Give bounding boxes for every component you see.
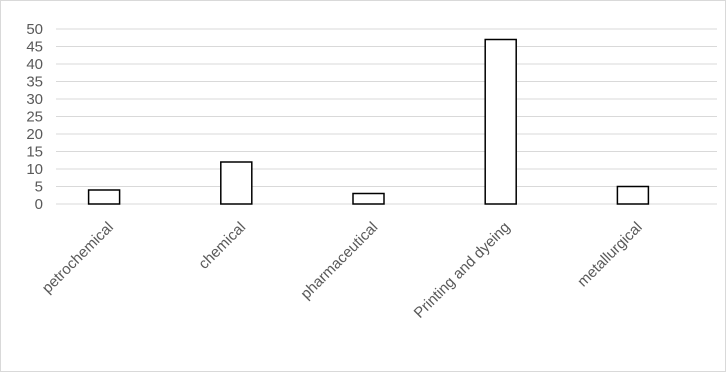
y-tick-label: 10 (26, 161, 43, 178)
bar-printing-and-dyeing (484, 38, 517, 205)
bar-metallurgical (616, 185, 650, 205)
gridlines (56, 28, 717, 205)
bar-chemical (220, 161, 253, 205)
y-tick-label: 40 (26, 56, 43, 73)
y-tick-label: 15 (26, 144, 43, 161)
bar-petrochemical (87, 189, 121, 205)
y-tick-label: 25 (26, 109, 43, 126)
y-tick-label: 45 (26, 39, 43, 56)
x-category-label: metallurgical (574, 219, 646, 291)
y-tick-label: 0 (35, 196, 43, 213)
y-tick-label: 50 (26, 21, 43, 38)
x-category-label: Printing and dyeing (411, 219, 514, 322)
bar-pharmaceutical (352, 192, 385, 205)
y-tick-label: 30 (26, 91, 43, 108)
y-tick-label: 20 (26, 126, 43, 143)
x-category-label: chemical (195, 219, 249, 273)
x-category-label: pharmaceutical (297, 219, 381, 303)
y-tick-label: 5 (35, 179, 43, 196)
x-category-label: petrochemical (39, 219, 117, 297)
x-axis-labels: petrochemical chemical pharmaceutical Print… (39, 219, 646, 322)
bars (87, 38, 650, 205)
y-tick-label: 35 (26, 74, 43, 91)
